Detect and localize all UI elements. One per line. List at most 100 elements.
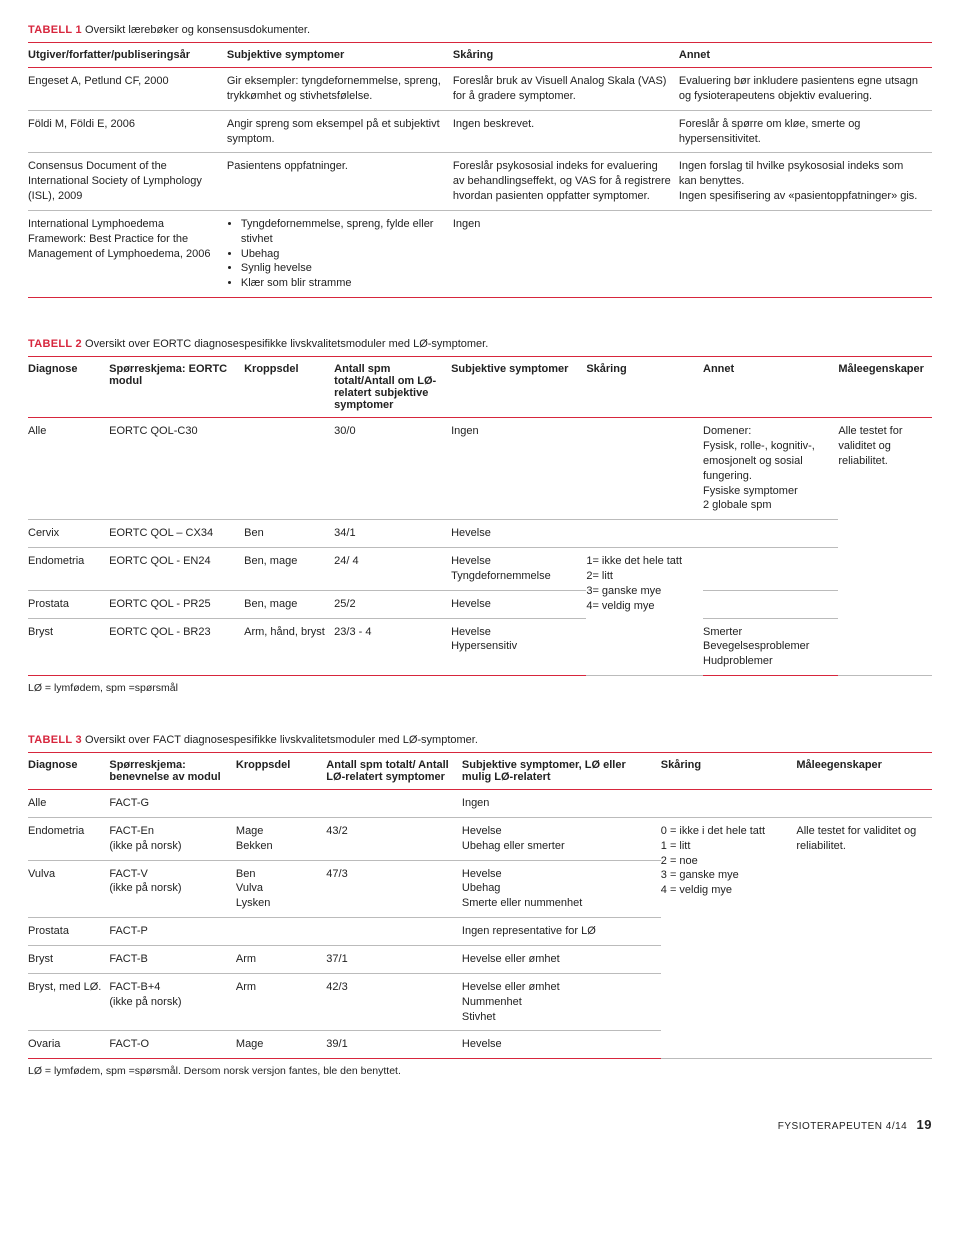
footer-page: 19 <box>917 1117 932 1132</box>
table-cell: Hevelse <box>462 1031 661 1059</box>
table3-label: TABELL 3 <box>28 734 82 746</box>
table-cell: Engeset A, Petlund CF, 2000 <box>28 68 227 111</box>
table-cell: EORTC QOL – CX34 <box>109 520 244 548</box>
table-cell: Ingen forslag til hvilke psykososial ind… <box>679 153 932 211</box>
table1-h3: Skåring <box>453 43 679 68</box>
table-cell: Domener:Fysisk, rolle-, kognitiv-, emosj… <box>703 418 838 520</box>
table-cell: Endometria <box>28 548 109 591</box>
table1-h2: Subjektive symptomer <box>227 43 453 68</box>
footer-journal: FYSIOTERAPEUTEN 4/14 <box>778 1121 907 1132</box>
table1-h4: Annet <box>679 43 932 68</box>
table-cell: Ingen <box>462 790 661 818</box>
table-cell: Alle testet for validitet og reliabilite… <box>838 418 932 676</box>
table2-h1: Diagnose <box>28 357 109 418</box>
table-cell: Alle testet for validitet og reliabilite… <box>796 817 932 1058</box>
table-cell: 34/1 <box>334 520 451 548</box>
table-cell: HevelseUbehagSmerte eller nummenhet <box>462 860 661 918</box>
table3-h7: Måleegenskaper <box>796 753 932 790</box>
table-cell: Prostata <box>28 590 109 618</box>
table-cell: Angir spreng som eksempel på et subjekti… <box>227 110 453 153</box>
table-cell: FACT-B+4(ikke på norsk) <box>109 973 236 1031</box>
table-cell: Alle <box>28 418 109 520</box>
table2-h2: Spørreskjema: EORTC modul <box>109 357 244 418</box>
table-cell: Consensus Document of the International … <box>28 153 227 211</box>
table-cell: Ingen <box>451 418 586 520</box>
table1-label: TABELL 1 <box>28 24 82 36</box>
table-cell: Ben, mage <box>244 590 334 618</box>
table1-h1: Utgiver/forfatter/publiseringsår <box>28 43 227 68</box>
page-footer: FYSIOTERAPEUTEN 4/14 19 <box>28 1117 932 1132</box>
table2-h6: Skåring <box>586 357 703 418</box>
table-cell <box>679 210 932 297</box>
table-cell: Cervix <box>28 520 109 548</box>
table-cell: FACT-En(ikke på norsk) <box>109 817 236 860</box>
table2-title: TABELL 2 Oversikt over EORTC diagnosespe… <box>28 338 932 350</box>
table-cell: Bryst <box>28 946 109 974</box>
table-cell: SmerterBevegelsesproblemerHudproblemer <box>703 618 838 676</box>
table2-caption: Oversikt over EORTC diagnosespesifikke l… <box>85 338 488 350</box>
table3-h4: Antall spm totalt/ Antall LØ-relatert sy… <box>326 753 462 790</box>
table-cell: 37/1 <box>326 946 462 974</box>
table3-caption: Oversikt over FACT diagnosespesifikke li… <box>85 734 478 746</box>
table-cell: 39/1 <box>326 1031 462 1059</box>
table-cell: 1= ikke det hele tatt2= litt3= ganske my… <box>586 548 703 676</box>
table-cell: 25/2 <box>334 590 451 618</box>
table1: Utgiver/forfatter/publiseringsår Subjekt… <box>28 42 932 298</box>
table-cell <box>244 418 334 520</box>
table3-title: TABELL 3 Oversikt over FACT diagnosespes… <box>28 734 932 746</box>
table-cell: Bryst, med LØ. <box>28 973 109 1031</box>
table-cell: 30/0 <box>334 418 451 520</box>
table-cell: 23/3 - 4 <box>334 618 451 676</box>
table-cell: Foreslår å spørre om kløe, smerte og hyp… <box>679 110 932 153</box>
table3-h5: Subjektive symptomer, LØ eller mulig LØ-… <box>462 753 661 790</box>
table-cell: 42/3 <box>326 973 462 1031</box>
table-cell: HevelseTyngdefornemmelse <box>451 548 586 591</box>
table-cell: 24/ 4 <box>334 548 451 591</box>
table-cell: EORTC QOL - PR25 <box>109 590 244 618</box>
table-cell: Hevelse eller ømhet <box>462 946 661 974</box>
table-cell: Földi M, Földi E, 2006 <box>28 110 227 153</box>
table-cell: EORTC QOL - EN24 <box>109 548 244 591</box>
table-cell: 43/2 <box>326 817 462 860</box>
table-cell: Arm <box>236 973 326 1031</box>
table2-h5: Subjektive symptomer <box>451 357 586 418</box>
table-cell: EORTC QOL - BR23 <box>109 618 244 676</box>
table-cell: Vulva <box>28 860 109 918</box>
table-cell: EORTC QOL-C30 <box>109 418 244 520</box>
table-cell <box>796 790 932 818</box>
table-cell: Hevelse eller ømhetNummenhetStivhet <box>462 973 661 1031</box>
table-cell: FACT-V(ikke på norsk) <box>109 860 236 918</box>
table-cell: Evaluering bør inkludere pasientens egne… <box>679 68 932 111</box>
table1-caption: Oversikt lærebøker og konsensusdokumente… <box>85 24 310 36</box>
table-cell: Pasientens oppfatninger. <box>227 153 453 211</box>
table-cell: FACT-P <box>109 918 236 946</box>
table2-h7: Annet <box>703 357 838 418</box>
table-cell: Ingen beskrevet. <box>453 110 679 153</box>
table3-h2: Spørreskjema: benevnelse av modul <box>109 753 236 790</box>
table-cell <box>586 520 703 548</box>
table3-footnote: LØ = lymfødem, spm =spørsmål. Dersom nor… <box>28 1065 932 1077</box>
table-cell: Hevelse <box>451 520 586 548</box>
table2-h4: Antall spm totalt/Antall om LØ-relatert … <box>334 357 451 418</box>
table-cell: Ingen <box>453 210 679 297</box>
table-cell: Endometria <box>28 817 109 860</box>
table-cell: 47/3 <box>326 860 462 918</box>
table-cell: Ben, mage <box>244 548 334 591</box>
table2-h3: Kroppsdel <box>244 357 334 418</box>
table-cell <box>661 790 797 818</box>
table-cell: MageBekken <box>236 817 326 860</box>
table-cell <box>586 418 703 520</box>
table2-h8: Måleegenskaper <box>838 357 932 418</box>
table-cell: Arm, hånd, bryst <box>244 618 334 676</box>
table3-h3: Kroppsdel <box>236 753 326 790</box>
table-cell: Ingen representative for LØ <box>462 918 661 946</box>
table-cell: HevelseUbehag eller smerter <box>462 817 661 860</box>
table-cell: 0 = ikke i det hele tatt1 = litt2 = noe3… <box>661 817 797 1058</box>
table-cell: Gir eksempler: tyngdefornemmelse, spreng… <box>227 68 453 111</box>
table-cell <box>326 790 462 818</box>
table-cell: FACT-G <box>109 790 236 818</box>
table-cell: Hevelse <box>451 590 586 618</box>
table3: Diagnose Spørreskjema: benevnelse av mod… <box>28 752 932 1059</box>
table3-h1: Diagnose <box>28 753 109 790</box>
table-cell: Mage <box>236 1031 326 1059</box>
